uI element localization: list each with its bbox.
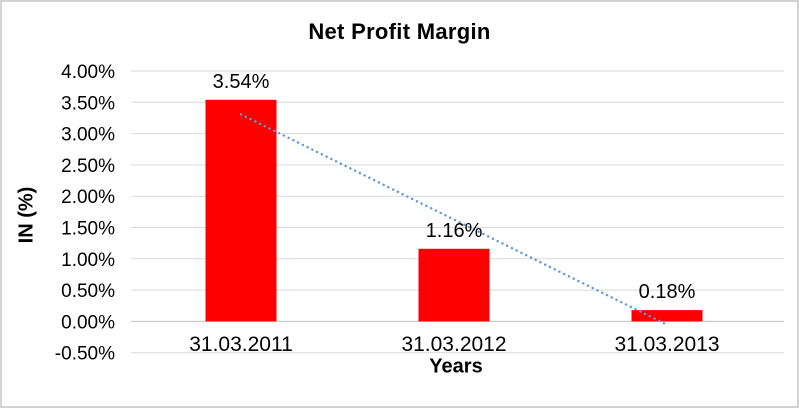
y-tick-label: 1.00% — [61, 250, 115, 271]
bar-31.03.2013 — [631, 310, 703, 322]
y-axis-title: IN (%) — [15, 186, 38, 244]
bar-value-label: 0.18% — [639, 281, 696, 303]
bar-value-label: 1.16% — [426, 220, 483, 242]
y-tick-label: 0.00% — [61, 312, 115, 333]
x-category-label: 31.03.2012 — [401, 333, 506, 356]
x-category-label: 31.03.2011 — [189, 333, 293, 356]
y-tick-label: 4.00% — [61, 62, 115, 83]
bar-value-label: 3.54% — [213, 71, 270, 93]
bar-31.03.2011 — [205, 99, 277, 322]
x-axis-title: Years — [429, 355, 483, 378]
y-tick-label: 0.50% — [61, 281, 115, 302]
y-tick-label: 3.50% — [61, 93, 115, 114]
y-tick-label: 1.50% — [61, 219, 115, 240]
x-category-label: 31.03.2013 — [614, 333, 719, 356]
y-tick-label: 2.50% — [61, 156, 115, 177]
trendline — [239, 113, 669, 326]
bar-31.03.2012 — [418, 248, 490, 322]
chart-title: Net Profit Margin — [308, 19, 491, 44]
y-tick-label: -0.50% — [55, 344, 115, 365]
y-tick-label: 2.00% — [61, 187, 115, 208]
y-tick-label: 3.00% — [61, 125, 115, 146]
